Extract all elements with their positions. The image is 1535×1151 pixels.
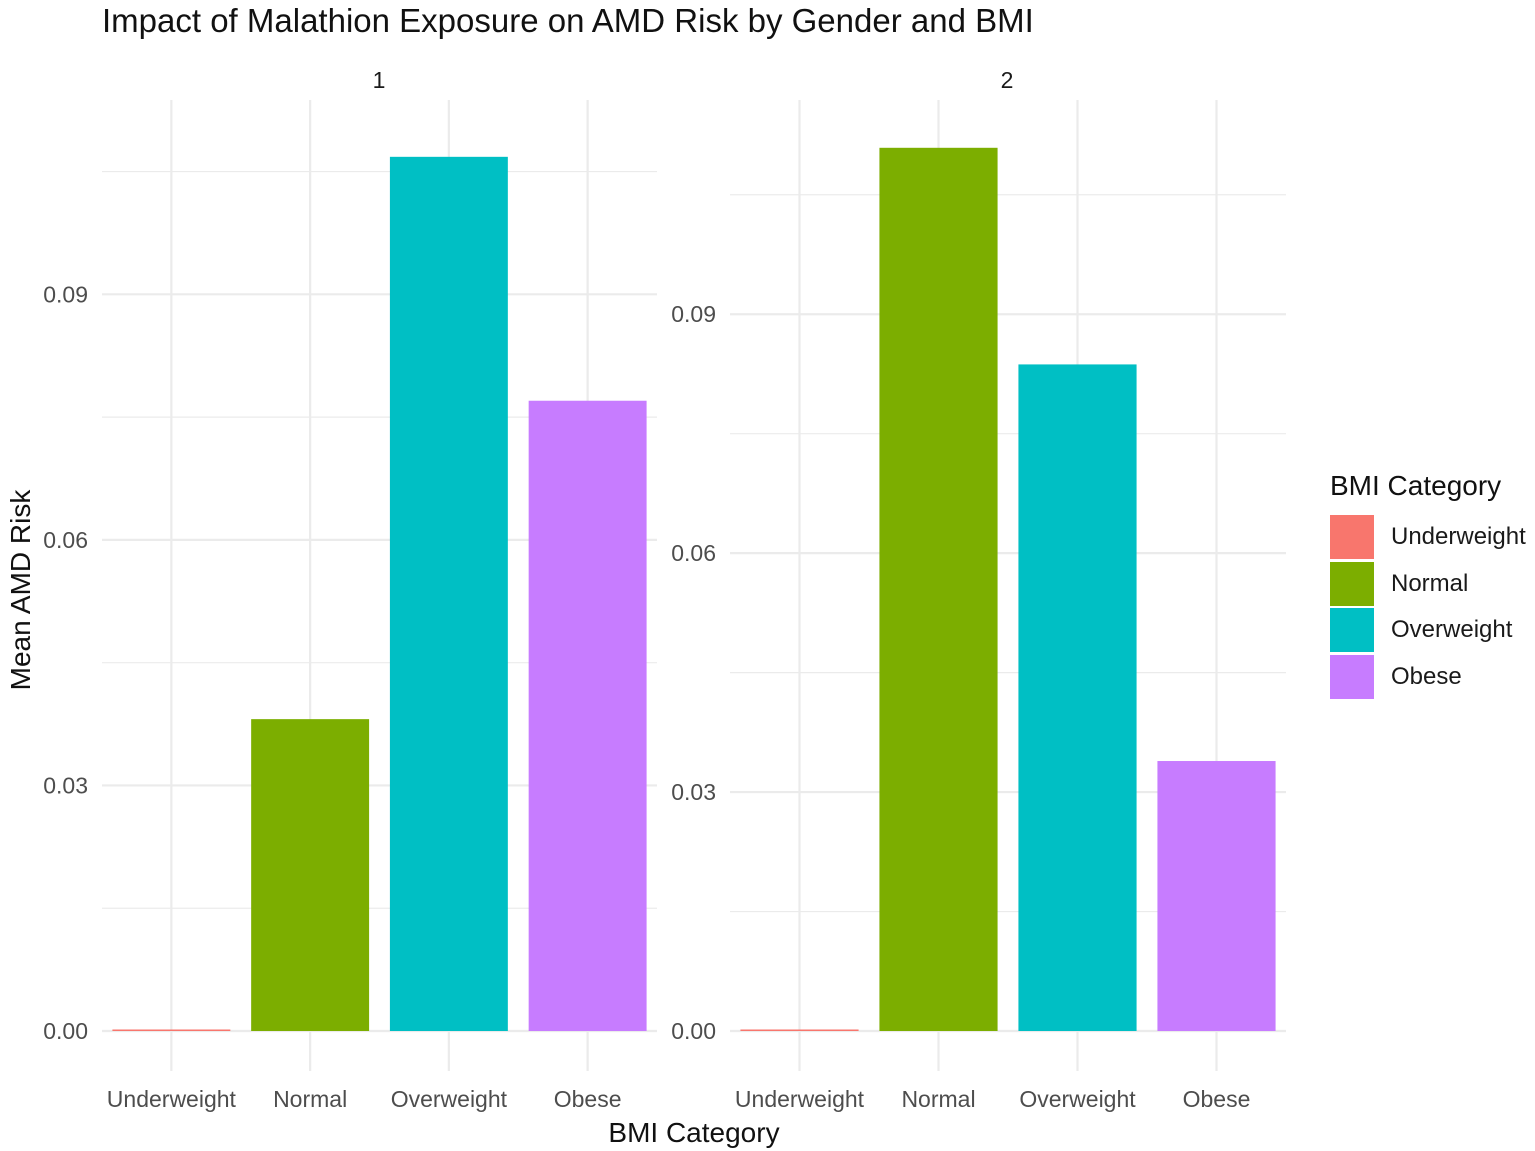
y-axis-title: Mean AMD Risk (5, 489, 36, 691)
legend: BMI Category Underweight Normal Overweig… (1330, 470, 1526, 700)
legend-label-underweight: Underweight (1391, 523, 1526, 551)
x-axis-title: BMI Category (608, 1117, 779, 1148)
legend-item-overweight: Overweight (1330, 607, 1526, 654)
legend-label-overweight: Overweight (1391, 616, 1513, 644)
bar-panel2-obese (1157, 761, 1276, 1031)
bar-panel1-underweight (112, 1029, 231, 1031)
legend-label-obese: Obese (1391, 662, 1462, 690)
legend-swatch-normal (1330, 561, 1374, 606)
y-tick-label: 0.03 (43, 772, 88, 798)
legend-item-underweight: Underweight (1330, 514, 1526, 561)
y-tick-label: 0.03 (671, 779, 716, 805)
legend-item-normal: Normal (1330, 561, 1526, 608)
legend-swatch-overweight (1330, 608, 1374, 653)
y-tick-label: 0.09 (43, 281, 88, 307)
bar-panel1-overweight (389, 156, 508, 1032)
legend-title: BMI Category (1330, 470, 1502, 501)
legend-swatch-underweight (1330, 515, 1374, 560)
x-tick-label: Normal (901, 1086, 975, 1112)
x-tick-label: Underweight (107, 1086, 237, 1112)
facet-label: 1 (373, 67, 386, 93)
x-tick-label: Overweight (391, 1086, 508, 1112)
facet-label: 2 (1001, 67, 1014, 93)
x-tick-label: Underweight (735, 1086, 865, 1112)
bar-panel2-normal (879, 147, 998, 1032)
bar-panel1-normal (251, 719, 370, 1031)
x-tick-label: Overweight (1019, 1086, 1136, 1112)
x-tick-label: Obese (554, 1086, 622, 1112)
x-tick-label: Normal (273, 1086, 347, 1112)
y-tick-label: 0.06 (43, 527, 88, 553)
y-tick-label: 0.00 (43, 1018, 88, 1044)
legend-swatch-obese (1330, 654, 1374, 699)
x-tick-label: Obese (1183, 1086, 1251, 1112)
y-tick-label: 0.00 (671, 1018, 716, 1044)
bar-panel2-underweight (740, 1029, 859, 1031)
y-tick-label: 0.09 (671, 301, 716, 327)
chart-title: Impact of Malathion Exposure on AMD Risk… (102, 2, 1034, 39)
bar-panel2-overweight (1018, 364, 1137, 1031)
legend-item-obese: Obese (1330, 654, 1526, 701)
bar-panel1-obese (528, 400, 647, 1032)
y-tick-label: 0.06 (671, 540, 716, 566)
legend-label-normal: Normal (1391, 569, 1469, 597)
